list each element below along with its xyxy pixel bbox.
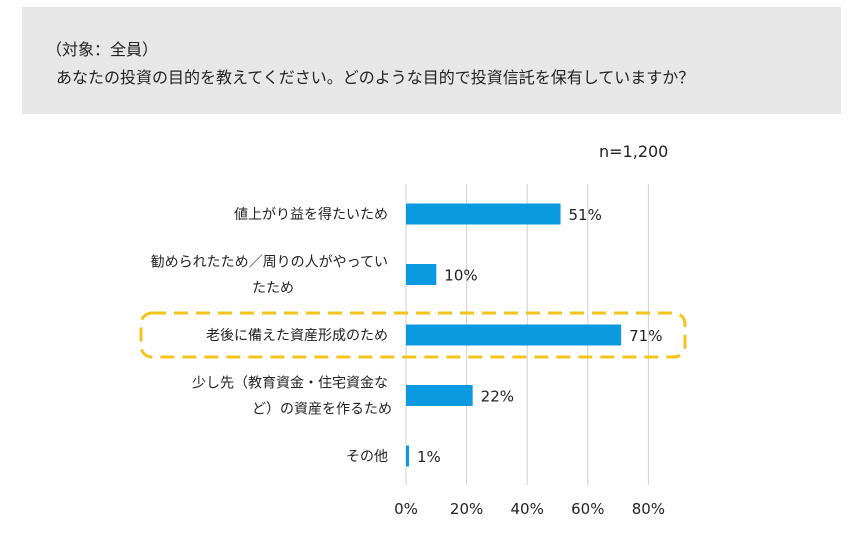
- bar-0: [406, 203, 561, 225]
- category-label-2-line-0: 老後に備えた資産形成のため: [206, 328, 388, 344]
- bar-4: [406, 445, 410, 467]
- category-label-4-line-0: その他: [346, 449, 388, 465]
- x-tick-label-20: 20%: [450, 500, 483, 518]
- category-label-1-line-1: たため: [252, 281, 294, 297]
- x-tick-label-40: 40%: [511, 500, 544, 518]
- bar-2: [406, 324, 622, 346]
- sample-size-label: n=1,200: [599, 142, 669, 161]
- question-header-box: [22, 7, 841, 114]
- value-label-3: 22%: [481, 388, 514, 406]
- x-tick-label-80: 80%: [632, 500, 665, 518]
- question-title: あなたの投資の目的を教えてください。どのような目的で投資信託を保有していますか？: [56, 68, 695, 87]
- category-label-0-line-0: 値上がり益を得たいため: [234, 206, 388, 223]
- bar-3: [406, 385, 473, 406]
- value-label-1: 10%: [444, 267, 477, 285]
- value-label-4: 1%: [417, 448, 441, 466]
- value-label-0: 51%: [569, 206, 602, 224]
- target-subtitle: （対象：全員）: [46, 40, 159, 59]
- value-label-2: 71%: [629, 327, 662, 345]
- category-label-3-line-1: ど）の資産を作るため: [252, 402, 392, 418]
- x-tick-label-60: 60%: [571, 500, 604, 518]
- highlight-frame: [139, 311, 687, 359]
- bar-1: [406, 264, 437, 285]
- category-label-1-line-0: 勧められたため／周りの人がやってい: [151, 254, 388, 271]
- category-label-3-line-0: 少し先（教育資金・住宅資金な: [192, 376, 388, 392]
- x-tick-label-0: 0%: [394, 500, 418, 518]
